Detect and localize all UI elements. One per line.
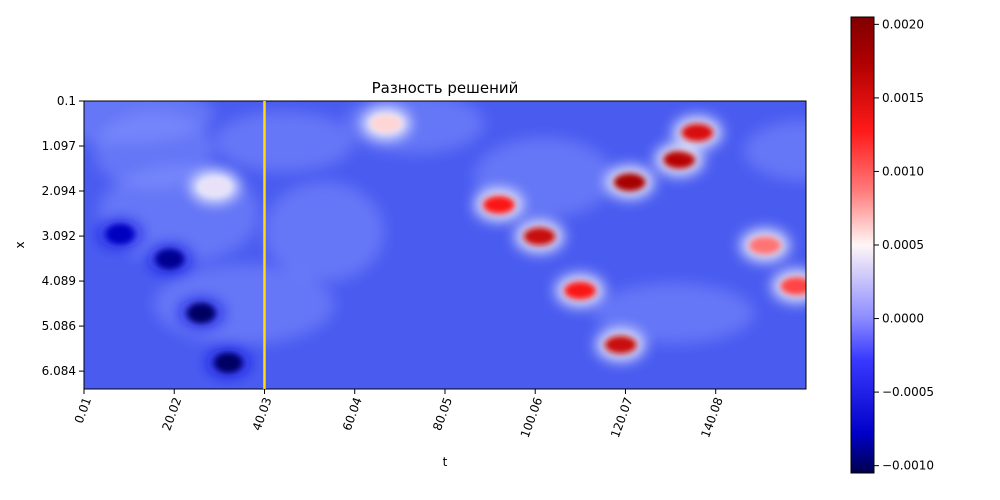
y-tick-label: 5.086 xyxy=(42,319,76,333)
heatmap-feature xyxy=(780,277,806,296)
heatmap-feature xyxy=(613,173,646,192)
y-tick-label: 2.094 xyxy=(42,184,76,198)
heatmap-feature xyxy=(187,303,216,324)
colorbar-tick-label: −0.0005 xyxy=(882,385,934,399)
heatmap-feature xyxy=(604,335,637,354)
heatmap-feature xyxy=(663,150,696,169)
y-tick-label: 0.1 xyxy=(57,94,76,108)
heatmap-feature xyxy=(748,236,781,255)
colorbar-tick-label: 0.0020 xyxy=(882,17,924,31)
x-tick-label: 120.07 xyxy=(608,395,636,439)
heatmap-feature xyxy=(155,248,184,269)
heatmap-soft-region xyxy=(594,283,754,344)
heatmap-feature xyxy=(482,195,515,214)
x-tick-label: 0.01 xyxy=(72,395,94,425)
colorbar xyxy=(850,16,875,474)
y-tick-label: 1.097 xyxy=(42,139,76,153)
x-tick-label: 140.08 xyxy=(698,395,726,439)
y-tick-label: 3.092 xyxy=(42,229,76,243)
y-axis-label: x xyxy=(13,241,27,248)
x-tick-label: 60.04 xyxy=(340,395,365,432)
x-tick-label: 80.05 xyxy=(430,395,455,432)
y-axis: 0.1 1.097 2.094 3.092 4.089 5.086 6.084 xyxy=(42,94,84,378)
colorbar-tick-label: 0.0000 xyxy=(882,312,924,326)
x-axis: 0.01 20.02 40.03 60.04 80.05 100.06 120.07 140.… xyxy=(72,389,726,440)
heatmap-features xyxy=(84,101,806,377)
y-tick-label: 6.084 xyxy=(42,364,76,378)
heatmap-feature xyxy=(106,224,135,245)
x-tick-label: 20.02 xyxy=(159,395,184,432)
heatmap-feature xyxy=(370,114,403,133)
heatmap-feature xyxy=(681,123,714,142)
heatmap-soft-region xyxy=(264,181,384,282)
heatmap-feature xyxy=(198,177,231,196)
colorbar-tick-label: −0.0010 xyxy=(882,459,934,473)
y-tick-label: 4.089 xyxy=(42,274,76,288)
colorbar-tick-label: 0.0005 xyxy=(882,238,924,252)
heatmap-feature xyxy=(564,281,597,300)
x-tick-label: 100.06 xyxy=(518,395,546,439)
colorbar-tick-label: 0.0010 xyxy=(882,164,924,178)
heatmap-feature xyxy=(523,227,556,246)
chart-title: Разность решений xyxy=(372,79,519,97)
x-tick-label: 40.03 xyxy=(250,395,275,432)
colorbar-axis: 0.0020 0.0015 0.0010 0.0005 0.0000 −0.0005 −0.… xyxy=(874,17,934,473)
heatmap-feature xyxy=(214,352,243,373)
heatmap-plot-area xyxy=(84,101,806,389)
colorbar-tick-label: 0.0015 xyxy=(882,91,924,105)
heatmap-soft-region xyxy=(214,111,354,172)
x-axis-label: t xyxy=(443,455,448,469)
heatmap-soft-region xyxy=(744,120,806,181)
